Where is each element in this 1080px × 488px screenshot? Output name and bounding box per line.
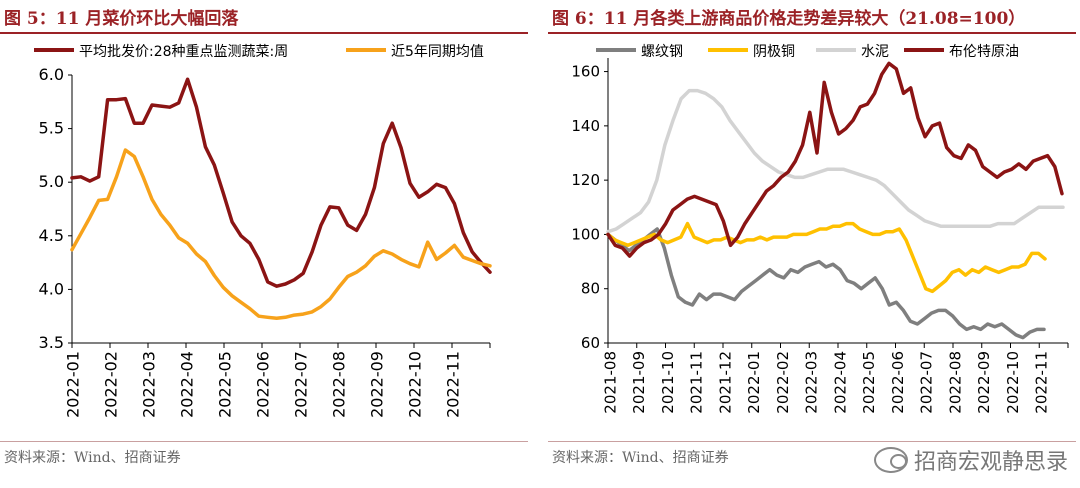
- x-tick-label: 2022-02: [101, 351, 120, 418]
- left-line-chart: 3.5 4.0 4.5 5.0 5.5 6.0 2022-01 2022-02 2022-03 2…: [34, 44, 492, 418]
- x-tick-label: 2022-11: [443, 351, 462, 418]
- y-tick-label: 60: [581, 334, 600, 352]
- y-tick-label: 160: [571, 63, 600, 81]
- x-tick-label: 2022-03: [803, 351, 821, 414]
- watermark: 招商宏观静思录: [873, 444, 1068, 476]
- watermark-text: 招商宏观静思录: [913, 450, 1068, 475]
- series-line-3: [606, 88, 1065, 234]
- right-chart-panel: 图 6：11 月各类上游商品价格走势差异较大（21.08=100） 60 80 10…: [548, 0, 1078, 488]
- y-tick-label: 120: [571, 171, 600, 189]
- y-tick-label: 5.5: [39, 119, 64, 138]
- x-tick-label: 2022-01: [745, 351, 763, 414]
- right-chart-title: 图 6：11 月各类上游商品价格走势差异较大（21.08=100）: [552, 9, 1026, 29]
- x-tick-label: 2022-08: [329, 351, 348, 418]
- series-line-2: [70, 148, 492, 321]
- series-line-1: [70, 77, 492, 288]
- x-tick-label: 2021-09: [630, 351, 648, 414]
- y-tick-label: 100: [571, 225, 600, 243]
- legend-label-1: 螺纹钢: [641, 44, 683, 60]
- x-tick-label: 2022-02: [774, 351, 792, 414]
- y-tick-label: 140: [571, 117, 600, 135]
- left-title-rule: [0, 32, 528, 34]
- x-tick-label: 2022-04: [831, 351, 849, 414]
- x-tick-label: 2022-08: [946, 351, 964, 414]
- left-chart-title: 图 5：11 月菜价环比大幅回落: [4, 9, 239, 29]
- y-tick-label: 6.0: [39, 65, 64, 84]
- x-tick-label: 2021-08: [601, 351, 619, 414]
- y-tick-label: 3.5: [39, 333, 64, 352]
- x-tick-label: 2022-01: [63, 351, 82, 418]
- legend-label-1: 平均批发价:28种重点监测蔬菜:周: [79, 44, 288, 60]
- left-chart-panel: 图 5：11 月菜价环比大幅回落 3.5 4.0 4.5 5.0 5.5 6.0 2022-…: [0, 0, 530, 488]
- right-source-note: 资料来源：Wind、招商证券: [552, 450, 729, 466]
- x-tick-label: 2022-05: [215, 351, 234, 418]
- x-tick-label: 2022-09: [367, 351, 386, 418]
- left-source-note: 资料来源：Wind、招商证券: [4, 450, 181, 466]
- y-tick-label: 5.0: [39, 172, 64, 191]
- left-source-rule: [0, 441, 528, 442]
- x-tick-label: 2022-07: [291, 351, 310, 418]
- right-source-rule: [548, 441, 1076, 442]
- right-line-chart: 60 80 100 120 140 160 2021-08 2021-09 2021-10 202…: [571, 44, 1069, 414]
- x-tick-label: 2022-06: [253, 351, 272, 418]
- legend-label-4: 布伦特原油: [949, 44, 1019, 60]
- series-line-2: [606, 221, 1047, 294]
- legend-label-3: 水泥: [861, 44, 889, 60]
- right-title-rule: [548, 32, 1076, 34]
- y-tick-label: 4.0: [39, 279, 64, 298]
- x-tick-label: 2021-11: [688, 351, 706, 414]
- series-line-1: [606, 227, 1046, 340]
- y-tick-label: 80: [581, 280, 600, 298]
- x-tick-label: 2022-03: [139, 351, 158, 418]
- x-tick-label: 2021-10: [659, 351, 677, 414]
- x-tick-label: 2022-11: [1033, 351, 1051, 414]
- x-tick-label: 2022-05: [860, 351, 878, 414]
- x-tick-label: 2022-10: [405, 351, 424, 418]
- legend-label-2: 近5年同期均值: [391, 44, 484, 60]
- x-tick-label: 2022-10: [1004, 351, 1022, 414]
- legend-label-2: 阴极铜: [753, 44, 795, 60]
- wechat-icon: [873, 447, 908, 473]
- x-tick-label: 2022-04: [177, 351, 196, 418]
- x-tick-label: 2022-09: [975, 351, 993, 414]
- x-tick-label: 2021-12: [716, 351, 734, 414]
- series-line-4: [606, 61, 1064, 258]
- y-tick-label: 4.5: [39, 226, 64, 245]
- x-tick-label: 2022-06: [889, 351, 907, 414]
- x-tick-label: 2022-07: [918, 351, 936, 414]
